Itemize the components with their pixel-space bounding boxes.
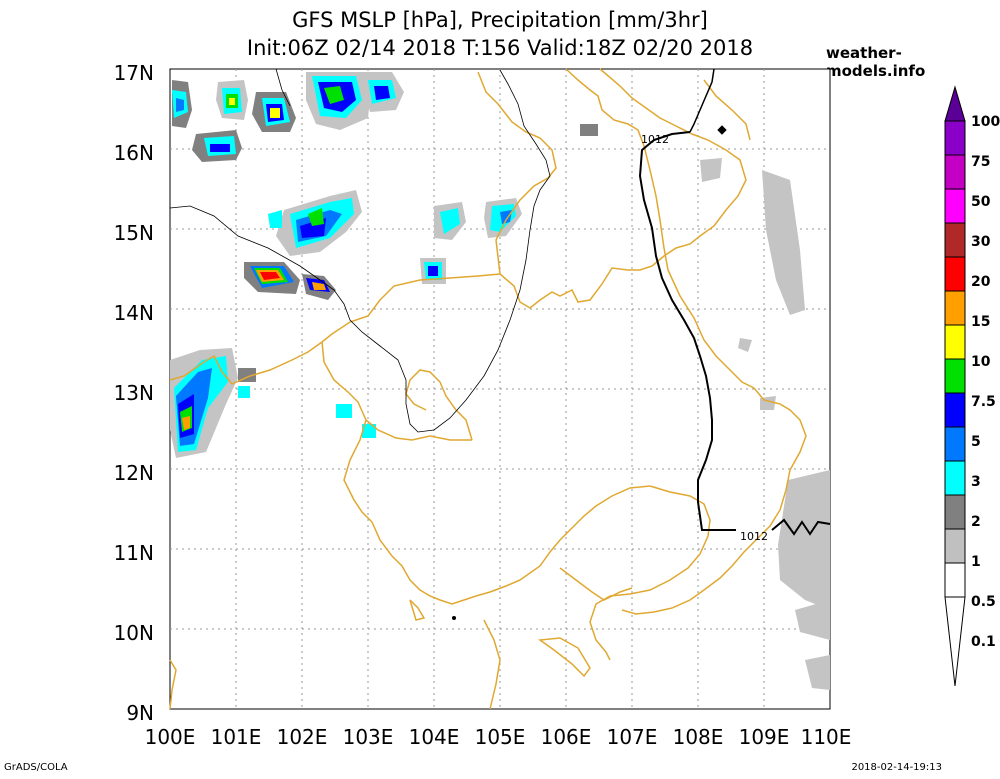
colorbar-bottom-arrow <box>944 596 966 687</box>
lon-axis-labels: 100E 101E 102E 103E 104E 105E 106E 107E … <box>145 725 852 749</box>
site-label: weather-models.info <box>826 44 926 80</box>
footer-credit: GrADS/COLA <box>4 762 68 773</box>
lon-label-107E: 107E <box>607 725 658 749</box>
lon-label-103E: 103E <box>343 725 394 749</box>
isobar-label-south: 1012 <box>740 530 768 543</box>
lat-axis-labels: 17N 16N 15N 14N 13N 12N 11N 10N 9N <box>114 61 154 725</box>
isobar-label-north: 1012 <box>641 133 669 146</box>
footer-timestamp: 2018-02-14-19:13 <box>851 762 942 773</box>
isobar-1012-north <box>689 68 715 133</box>
precip-cells <box>170 72 598 458</box>
colorbar-cell-2 <box>944 460 966 496</box>
colorbar-label: 75 <box>971 154 990 170</box>
colorbar-cell-100 <box>944 120 966 156</box>
colorbar-cell-75 <box>944 154 966 190</box>
isobar-thin <box>169 69 551 433</box>
lon-label-106E: 106E <box>541 725 592 749</box>
lat-label-12N: 12N <box>114 461 154 485</box>
lat-label-17N: 17N <box>114 61 154 85</box>
lon-label-102E: 102E <box>277 725 328 749</box>
low-center-mark <box>717 125 727 135</box>
colorbar-label: 7.5 <box>971 394 996 410</box>
colorbar <box>944 85 966 687</box>
colorbar-label: 3 <box>971 474 981 490</box>
high-center-mark <box>452 616 456 620</box>
colorbar-labels: 100 75 50 30 20 15 10 7.5 5 3 2 1 0.5 0.… <box>971 114 1000 650</box>
colorbar-top-arrow <box>944 85 966 122</box>
colorbar-label: 0.5 <box>971 594 996 610</box>
lat-label-16N: 16N <box>114 141 154 165</box>
lat-label-14N: 14N <box>114 301 154 325</box>
colorbar-cell-1 <box>944 494 966 530</box>
colorbar-label: 100 <box>971 114 1000 130</box>
isobar-1012-main <box>638 131 736 531</box>
coastlines-and-borders <box>169 68 807 710</box>
colorbar-cell-15 <box>944 290 966 326</box>
lat-label-13N: 13N <box>114 381 154 405</box>
colorbar-cell-0.5 <box>944 528 966 564</box>
colorbar-label: 30 <box>971 234 991 250</box>
colorbar-label: 1 <box>971 554 981 570</box>
lat-label-10N: 10N <box>114 621 154 645</box>
colorbar-cell-0.1 <box>944 562 966 598</box>
lat-label-15N: 15N <box>114 221 154 245</box>
isobar-thin-north <box>275 68 291 107</box>
isobar-1012-east <box>771 518 831 536</box>
colorbar-cell-50 <box>944 188 966 224</box>
colorbar-label: 20 <box>971 274 991 290</box>
colorbar-label: 2 <box>971 514 981 530</box>
lon-label-100E: 100E <box>145 725 196 749</box>
colorbar-label: 50 <box>971 194 991 210</box>
lon-label-108E: 108E <box>673 725 724 749</box>
colorbar-cell-3 <box>944 426 966 462</box>
lat-label-11N: 11N <box>114 541 154 565</box>
colorbar-label: 10 <box>971 354 991 370</box>
colorbar-cell-30 <box>944 222 966 258</box>
colorbar-cell-7.5 <box>944 358 966 394</box>
lon-label-104E: 104E <box>409 725 460 749</box>
colorbar-label: 5 <box>971 434 981 450</box>
lon-label-109E: 109E <box>739 725 790 749</box>
colorbar-cell-5 <box>944 392 966 428</box>
lon-label-110E: 110E <box>801 725 852 749</box>
isobars <box>169 68 831 620</box>
lon-label-101E: 101E <box>211 725 262 749</box>
colorbar-cell-20 <box>944 256 966 292</box>
map-title-line1: GFS MSLP [hPa], Precipitation [mm/3hr] <box>292 8 708 32</box>
colorbar-label: 0.1 <box>971 634 996 650</box>
colorbar-label: 15 <box>971 314 990 330</box>
lon-label-105E: 105E <box>475 725 526 749</box>
colorbar-cell-10 <box>944 324 966 360</box>
light-precip-areas <box>700 158 830 690</box>
lat-label-9N: 9N <box>126 701 154 725</box>
map-title-line2: Init:06Z 02/14 2018 T:156 Valid:18Z 02/2… <box>246 36 754 60</box>
